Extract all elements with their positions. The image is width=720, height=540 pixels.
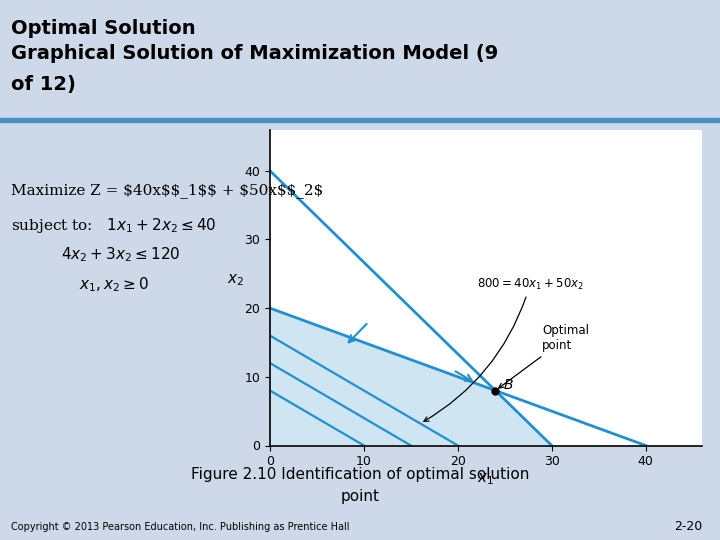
Y-axis label: $x_2$: $x_2$ xyxy=(227,272,244,287)
Text: of 12): of 12) xyxy=(11,75,76,93)
Text: $800 = 40x_1 + 50x_2$: $800 = 40x_1 + 50x_2$ xyxy=(424,276,584,421)
Text: Optimal
point: Optimal point xyxy=(499,325,590,388)
Text: $4x_2 + 3x_2 \leq 120$: $4x_2 + 3x_2 \leq 120$ xyxy=(61,246,181,265)
Text: Maximize Z = $40x$$_1$$ + $50x$$_2$: Maximize Z = $40x$$_1$$ + $50x$$_2$ xyxy=(11,184,323,199)
Text: Graphical Solution of Maximization Model (9: Graphical Solution of Maximization Model… xyxy=(11,44,498,63)
Text: Optimal Solution: Optimal Solution xyxy=(11,19,195,38)
Text: Figure 2.10 Identification of optimal solution: Figure 2.10 Identification of optimal so… xyxy=(191,467,529,482)
Text: 2-20: 2-20 xyxy=(674,520,702,533)
Polygon shape xyxy=(270,308,552,446)
Text: $B$: $B$ xyxy=(503,377,513,392)
Text: $x_1, x_2 \geq 0$: $x_1, x_2 \geq 0$ xyxy=(79,275,149,294)
Text: point: point xyxy=(341,489,379,504)
Text: Copyright © 2013 Pearson Education, Inc. Publishing as Prentice Hall: Copyright © 2013 Pearson Education, Inc.… xyxy=(11,522,349,531)
X-axis label: $x_1$: $x_1$ xyxy=(477,471,495,487)
Text: subject to:   $1x_1 + 2x_2 \leq 40$: subject to: $1x_1 + 2x_2 \leq 40$ xyxy=(11,216,216,235)
